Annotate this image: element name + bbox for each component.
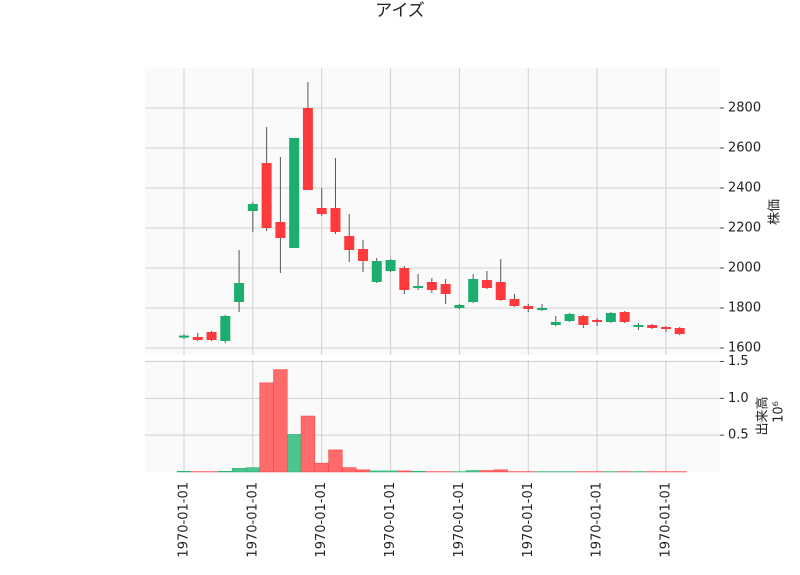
volume-panel xyxy=(145,360,720,472)
volume-bar xyxy=(273,369,288,473)
x-tick-label: 1970-01-01 xyxy=(658,482,673,558)
candle-body xyxy=(261,163,272,228)
candle-body xyxy=(275,222,286,238)
volume-bar xyxy=(314,462,329,473)
candle-body xyxy=(206,332,217,340)
candle-body xyxy=(481,280,492,288)
candle-body xyxy=(192,337,203,340)
candle-body xyxy=(316,208,327,214)
volume-bar xyxy=(397,470,412,473)
y-tick-label: 1600 xyxy=(728,341,761,356)
volume-bar xyxy=(466,470,481,473)
candle-body xyxy=(247,204,258,211)
candle-body xyxy=(674,328,685,334)
y-tick-label: 2600 xyxy=(728,141,761,156)
candle-body xyxy=(302,108,313,190)
x-tick-label: 1970-01-01 xyxy=(452,482,467,558)
candle-body xyxy=(468,279,479,302)
volume-bar xyxy=(231,468,247,473)
candle-body xyxy=(440,284,451,294)
volume-scale-label: 10⁶ xyxy=(772,401,787,423)
volume-tick-label: 1.0 xyxy=(728,391,749,406)
candle-body xyxy=(509,299,520,306)
candle-body xyxy=(399,268,410,290)
candle-body xyxy=(426,282,437,290)
volume-bar xyxy=(493,469,508,473)
candle-body xyxy=(454,305,465,308)
candle-body xyxy=(633,325,644,327)
x-tick-label: 1970-01-01 xyxy=(383,482,398,558)
y-tick-label: 1800 xyxy=(728,301,761,316)
candle-body xyxy=(619,312,630,322)
candle-body xyxy=(647,325,658,328)
volume-bar xyxy=(259,382,274,473)
volume-tick-label: 1.5 xyxy=(728,354,749,369)
candle-body xyxy=(220,316,231,341)
volume-bar xyxy=(300,415,316,473)
volume-bar xyxy=(479,470,495,473)
volume-bar xyxy=(328,449,343,473)
volume-bar xyxy=(342,467,357,473)
candle-body xyxy=(179,335,189,338)
y-tick-label: 2200 xyxy=(728,221,761,236)
candle-body xyxy=(537,308,548,310)
chart-title: アイズ xyxy=(375,1,425,21)
volume-bar xyxy=(383,470,398,473)
candle-body xyxy=(495,282,506,300)
volume-bar xyxy=(369,470,384,473)
volume-tick-label: 0.5 xyxy=(728,428,749,443)
candle-body xyxy=(358,249,369,261)
volume-bar xyxy=(410,471,426,473)
volume-bar xyxy=(287,434,302,473)
x-tick-label: 1970-01-01 xyxy=(590,482,605,558)
candle-body xyxy=(592,320,603,322)
candle-body xyxy=(371,261,382,282)
candle-body xyxy=(344,236,355,250)
y-tick-label: 2400 xyxy=(728,181,761,196)
y-tick-label: 2800 xyxy=(728,101,761,116)
volume-bar xyxy=(176,471,192,473)
price-panel xyxy=(145,68,720,355)
candle-body xyxy=(234,283,245,302)
volume-bar xyxy=(218,471,233,473)
x-tick-label: 1970-01-01 xyxy=(177,482,192,558)
x-tick-label: 1970-01-01 xyxy=(245,482,260,558)
volume-axis-label: 出来高 xyxy=(755,396,771,435)
candle-body xyxy=(413,286,424,288)
candle-body xyxy=(330,208,341,232)
candle-body xyxy=(564,314,575,321)
candle-body xyxy=(385,260,396,271)
candle-body xyxy=(578,316,589,325)
volume-bar xyxy=(355,469,371,473)
volume-bar xyxy=(245,467,260,473)
x-tick-label: 1970-01-01 xyxy=(314,482,329,558)
candle-body xyxy=(660,327,671,329)
candle-body xyxy=(605,313,616,322)
y-tick-label: 2000 xyxy=(728,261,761,276)
x-tick-label: 1970-01-01 xyxy=(521,482,536,558)
y-axis-label: 株価 xyxy=(768,199,783,225)
candle-body xyxy=(550,322,561,325)
candle-body xyxy=(289,138,300,248)
candle-body xyxy=(523,306,534,309)
